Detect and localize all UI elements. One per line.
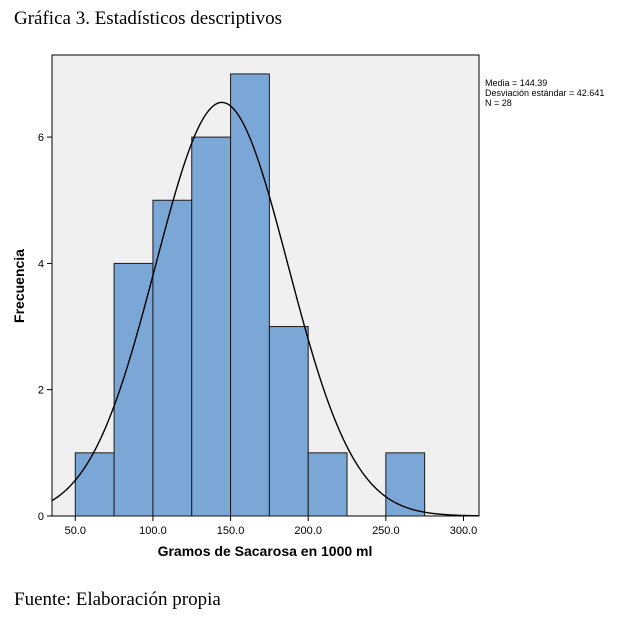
y-tick-label: 0: [38, 511, 44, 523]
histogram-bar: [268, 326, 309, 517]
x-axis-label: Gramos de Sacarosa en 1000 ml: [158, 543, 373, 559]
histogram-bar: [191, 136, 232, 517]
normal-curve: [51, 101, 480, 517]
histogram-bar: [74, 452, 115, 517]
x-tick-label: 250.0: [372, 525, 400, 537]
stats-legend: Media = 144.39 Desviación estándar = 42.…: [485, 78, 604, 108]
y-axis-label: Frecuencia: [11, 249, 27, 323]
histogram-bar: [307, 452, 348, 517]
figure-heading: Gráfica 3. Estadísticos descriptivos: [14, 8, 283, 29]
x-tick-label: 50.0: [65, 525, 86, 537]
bars-layer: [74, 73, 426, 517]
histogram-bar: [385, 452, 426, 517]
histogram-bar: [152, 199, 193, 517]
stats-n: N = 28: [485, 98, 512, 108]
x-tick-label: 200.0: [294, 525, 322, 537]
axes-layer: 0 2 4 6 50.0 100.0 150.0 200.0 250.0 300.0: [38, 132, 477, 537]
x-tick-label: 300.0: [450, 525, 478, 537]
source-note: Fuente: Elaboración propia: [14, 589, 221, 610]
stats-mean: Media = 144.39: [485, 78, 547, 88]
x-tick-label: 150.0: [217, 525, 245, 537]
histogram-bar: [230, 73, 270, 517]
y-tick-label: 4: [38, 258, 44, 270]
stats-sd: Desviación estándar = 42.641: [485, 88, 604, 98]
y-tick-label: 2: [38, 385, 44, 397]
x-tick-label: 100.0: [139, 525, 167, 537]
y-tick-label: 6: [38, 132, 44, 144]
